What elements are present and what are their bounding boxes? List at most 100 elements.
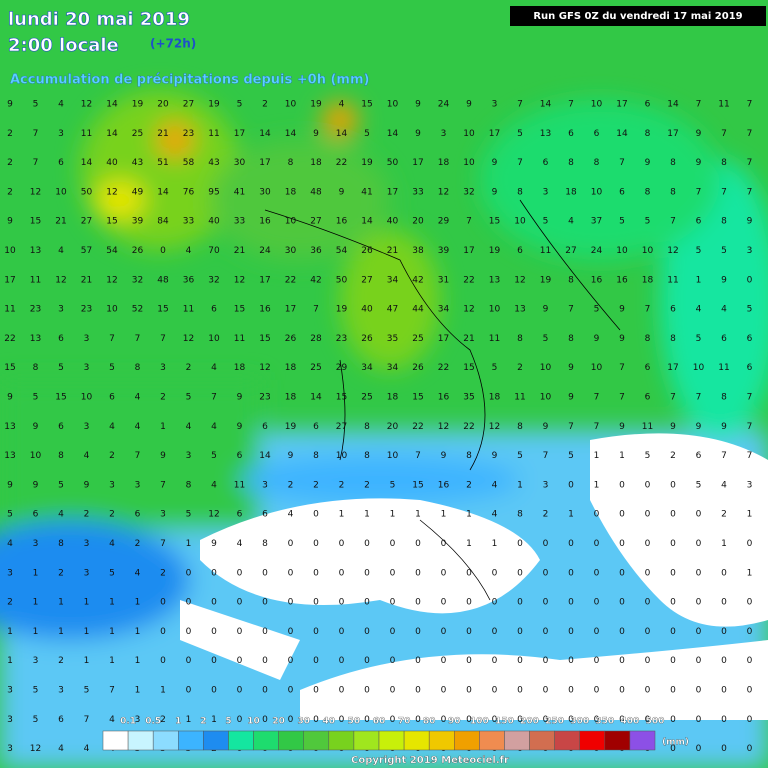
grid-value: 3: [160, 363, 166, 373]
legend-label: 30: [297, 717, 310, 727]
grid-value: 19: [310, 100, 322, 110]
grid-value: 5: [7, 510, 13, 520]
grid-value: 17: [412, 158, 423, 168]
legend-swatch: [127, 730, 154, 751]
grid-value: 51: [157, 158, 168, 168]
grid-value: 0: [645, 686, 651, 696]
grid-value: 7: [747, 187, 753, 197]
grid-value: 3: [441, 129, 447, 139]
grid-value: 50: [336, 275, 348, 285]
grid-value: 0: [364, 627, 370, 637]
grid-value: 23: [259, 393, 270, 403]
grid-value: 2: [517, 363, 523, 373]
grid-value: 6: [696, 451, 702, 461]
grid-value: 9: [7, 393, 13, 403]
grid-value: 0: [517, 598, 523, 608]
grid-value: 14: [285, 129, 297, 139]
grid-value: 0: [747, 275, 753, 285]
grid-value: 30: [234, 158, 246, 168]
grid-value: 0: [441, 686, 447, 696]
grid-value: 13: [30, 246, 41, 256]
grid-value: 25: [412, 334, 423, 344]
legend-label: 250: [545, 717, 564, 727]
grid-value: 23: [30, 305, 41, 315]
grid-value: 6: [517, 246, 523, 256]
grid-value: 9: [237, 393, 243, 403]
grid-value: 3: [7, 686, 13, 696]
grid-value: 12: [438, 187, 449, 197]
grid-value: 40: [106, 158, 118, 168]
grid-value: 0: [288, 539, 294, 549]
grid-value: 11: [81, 129, 92, 139]
grid-value: 9: [211, 539, 217, 549]
grid-value: 27: [361, 275, 372, 285]
grid-value: 17: [667, 363, 678, 373]
grid-value: 0: [517, 656, 523, 666]
grid-value: 18: [234, 363, 246, 373]
grid-value: 14: [616, 129, 628, 139]
grid-value: 0: [390, 686, 396, 696]
legend-unit: (mm): [662, 738, 689, 748]
grid-value: 19: [132, 100, 144, 110]
grid-value: 76: [183, 187, 195, 197]
grid-value: 15: [259, 334, 270, 344]
grid-value: 2: [186, 363, 192, 373]
grid-value: 31: [438, 275, 449, 285]
grid-value: 40: [208, 217, 220, 227]
grid-value: 9: [7, 480, 13, 490]
grid-value: 9: [568, 363, 574, 373]
grid-value: 9: [7, 217, 13, 227]
grid-value: 3: [160, 510, 166, 520]
grid-value: 6: [747, 363, 753, 373]
grid-value: 0: [747, 686, 753, 696]
grid-value: 9: [237, 422, 243, 432]
grid-value: 12: [81, 100, 92, 110]
legend-swatch: [504, 730, 530, 751]
grid-value: 10: [4, 246, 16, 256]
grid-value: 8: [594, 158, 600, 168]
grid-value: 11: [234, 480, 245, 490]
grid-value: 0: [364, 686, 370, 696]
grid-value: 1: [33, 627, 39, 637]
grid-value: 0: [568, 480, 574, 490]
grid-value: 4: [84, 451, 90, 461]
grid-value: 8: [364, 422, 370, 432]
grid-value: 4: [492, 510, 498, 520]
grid-value: 0: [364, 598, 370, 608]
grid-value: 10: [55, 187, 67, 197]
grid-value: 9: [33, 422, 39, 432]
grid-value: 10: [540, 363, 552, 373]
grid-value: 1: [33, 598, 39, 608]
grid-value: 14: [540, 100, 552, 110]
grid-value: 1: [390, 510, 396, 520]
grid-value: 1: [441, 510, 447, 520]
grid-value: 3: [7, 568, 13, 578]
grid-value: 5: [211, 451, 217, 461]
grid-value: 25: [132, 129, 143, 139]
grid-value: 29: [336, 363, 348, 373]
grid-value: 0: [670, 686, 676, 696]
legend-label: 1: [175, 717, 181, 727]
grid-value: 9: [288, 451, 294, 461]
grid-value: 0: [670, 480, 676, 490]
grid-value: 13: [514, 305, 525, 315]
grid-value: 4: [288, 510, 294, 520]
legend-swatch: [102, 730, 129, 751]
grid-value: 0: [288, 686, 294, 696]
grid-value: 11: [183, 305, 194, 315]
grid-value: 95: [208, 187, 219, 197]
grid-value: 15: [463, 363, 474, 373]
grid-value: 0: [568, 686, 574, 696]
grid-value: 8: [58, 539, 64, 549]
grid-value: 33: [183, 217, 194, 227]
legend-label: 2: [200, 717, 206, 727]
grid-value: 58: [183, 158, 195, 168]
grid-value: 9: [594, 334, 600, 344]
grid-value: 8: [721, 393, 727, 403]
grid-value: 24: [259, 246, 271, 256]
grid-value: 0: [747, 539, 753, 549]
grid-value: 15: [55, 393, 66, 403]
legend-swatch: [403, 730, 430, 751]
legend-swatch: [579, 730, 606, 751]
